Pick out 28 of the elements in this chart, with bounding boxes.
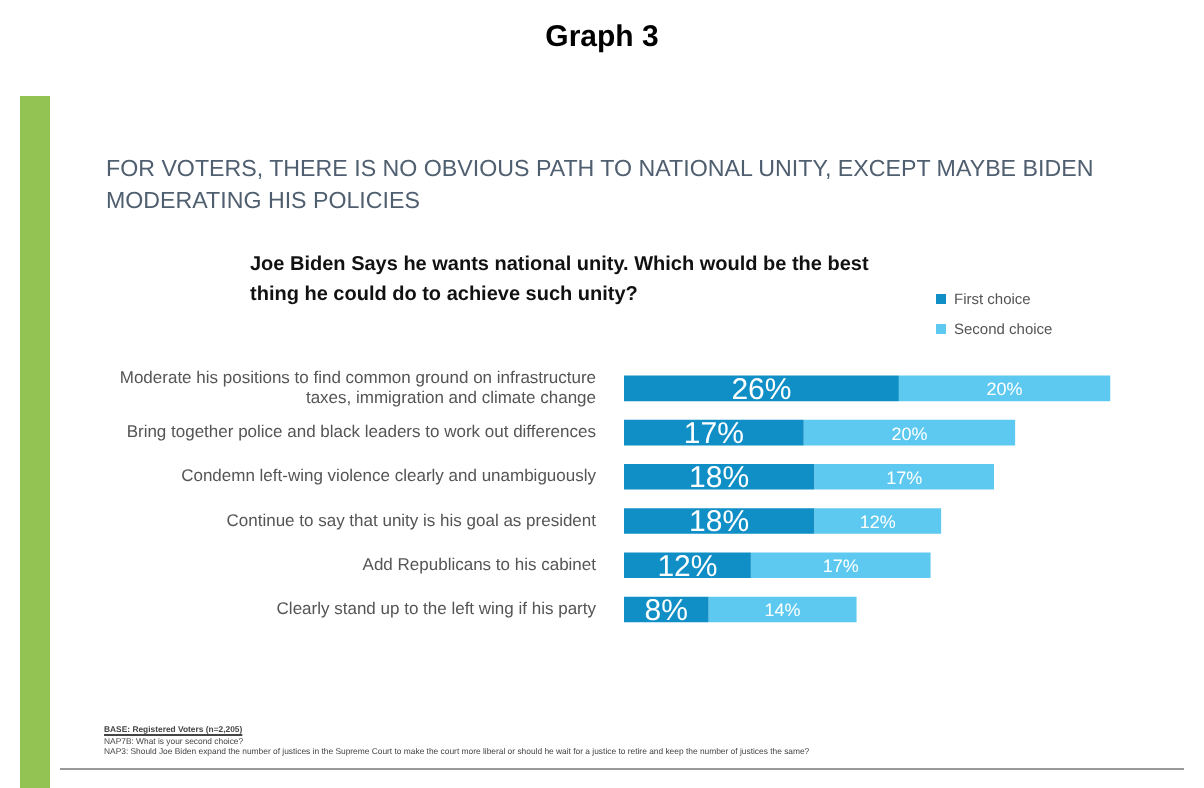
data-label: 17% bbox=[822, 556, 859, 577]
data-label: 14% bbox=[764, 600, 801, 621]
y-tick-label: Continue to say that unity is his goal as president bbox=[226, 509, 598, 530]
data-label: 12% bbox=[657, 549, 718, 584]
bar bbox=[708, 596, 857, 623]
bar bbox=[814, 463, 994, 490]
data-label: 26% bbox=[731, 372, 792, 407]
data-label: 8% bbox=[644, 593, 688, 628]
caption: Graph 3 bbox=[543, 20, 661, 54]
y-tick-label: Add Republicans to his cabinet bbox=[362, 553, 598, 574]
y-tick-label: Moderate his positions to find common ground on infrastructure taxes, immigration and climate change bbox=[119, 366, 597, 408]
data-label: 17% bbox=[886, 467, 923, 488]
bar bbox=[624, 375, 899, 402]
chart-subtitle: FOR VOTERS, THERE IS NO OBVIOUS PATH TO NATIONAL UNITY, EXCEPT MAYBE BIDEN MODERATING HIS POLICIES bbox=[106, 154, 1096, 218]
bar bbox=[803, 419, 1016, 446]
chart-title: Joe Biden Says he wants national unity. Which would be the best thing he could do to achieve such unity? bbox=[250, 252, 871, 310]
bar bbox=[898, 375, 1111, 402]
y-tick-label: Bring together police and black leaders to work out differences bbox=[126, 421, 596, 442]
y-tick-label: Condemn left-wing violence clearly and unambiguously bbox=[181, 465, 598, 486]
data-label: 12% bbox=[859, 511, 896, 532]
bar bbox=[750, 552, 931, 579]
data-label: 18% bbox=[689, 461, 750, 496]
data-label: 20% bbox=[891, 423, 928, 444]
data-label: 18% bbox=[689, 505, 750, 540]
data-label: 17% bbox=[683, 416, 744, 451]
bar bbox=[814, 508, 942, 534]
data-label: 20% bbox=[986, 379, 1023, 400]
y-tick-label: Clearly stand up to the left wing if his party bbox=[276, 598, 598, 619]
